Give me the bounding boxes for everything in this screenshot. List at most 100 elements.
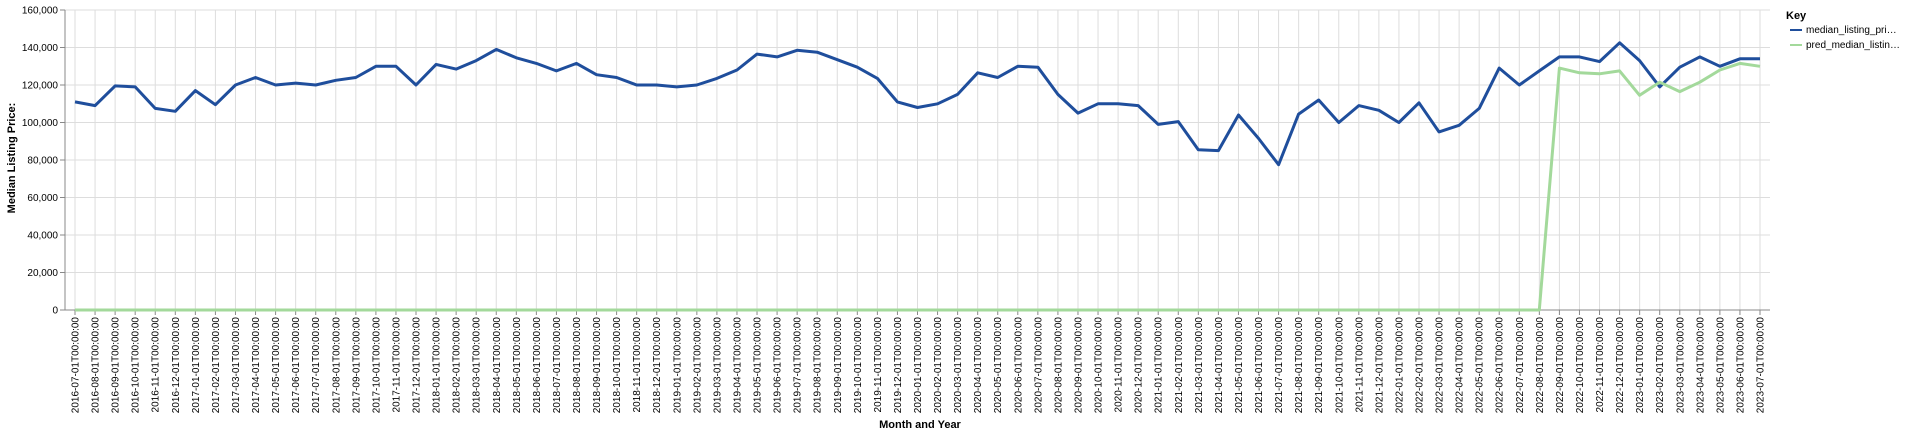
- x-tick-label: 2021-08-01T00:00:00: [1294, 317, 1305, 414]
- x-tick-label: 2018-07-01T00:00:00: [552, 317, 563, 414]
- x-tick-label: 2022-08-01T00:00:00: [1535, 317, 1546, 414]
- x-tick-label: 2021-02-01T00:00:00: [1174, 317, 1185, 414]
- x-tick-label: 2022-09-01T00:00:00: [1555, 317, 1566, 414]
- x-tick-label: 2021-07-01T00:00:00: [1274, 317, 1285, 414]
- x-axis: 2016-07-01T00:00:00 2016-08-01T00:00:00 20…: [65, 309, 1770, 414]
- x-tick-label: 2023-06-01T00:00:00: [1735, 317, 1746, 414]
- x-tick-label: 2019-03-01T00:00:00: [712, 317, 723, 414]
- x-tick-label: 2017-08-01T00:00:00: [331, 317, 342, 414]
- x-tick-label: 2018-09-01T00:00:00: [592, 317, 603, 414]
- x-tick-label: 2022-03-01T00:00:00: [1435, 317, 1446, 414]
- x-tick-label: 2022-06-01T00:00:00: [1495, 317, 1506, 414]
- x-tick-label: 2018-01-01T00:00:00: [432, 317, 443, 414]
- gridlines: [65, 9, 1770, 311]
- x-tick-label: 2019-09-01T00:00:00: [833, 317, 844, 414]
- x-tick-label: 2023-02-01T00:00:00: [1655, 317, 1666, 414]
- x-tick-label: 2018-11-01T00:00:00: [632, 317, 643, 413]
- x-tick-label: 2020-06-01T00:00:00: [1013, 317, 1024, 414]
- x-tick-label: 2017-12-01T00:00:00: [412, 317, 423, 414]
- x-tick-label: 2017-10-01T00:00:00: [371, 317, 382, 414]
- x-tick-label: 2019-10-01T00:00:00: [853, 317, 864, 414]
- x-tick-label: 2021-01-01T00:00:00: [1154, 317, 1165, 414]
- x-tick-label: 2022-12-01T00:00:00: [1615, 317, 1626, 414]
- y-tick-label: 120,000: [22, 81, 59, 92]
- x-tick-label: 2020-09-01T00:00:00: [1073, 317, 1084, 414]
- x-tick-label: 2017-02-01T00:00:00: [211, 317, 222, 414]
- x-tick-label: 2019-01-01T00:00:00: [672, 317, 683, 414]
- x-tick-label: 2018-02-01T00:00:00: [452, 317, 463, 414]
- x-tick-label: 2023-05-01T00:00:00: [1715, 317, 1726, 414]
- x-tick-label: 2019-11-01T00:00:00: [873, 317, 884, 413]
- x-tick-label: 2019-04-01T00:00:00: [732, 317, 743, 414]
- x-tick-label: 2016-08-01T00:00:00: [91, 317, 102, 414]
- x-tick-label: 2016-12-01T00:00:00: [171, 317, 182, 414]
- x-tick-label: 2022-02-01T00:00:00: [1414, 317, 1425, 414]
- legend-label-2: pred_median_listin…: [1806, 40, 1900, 51]
- x-tick-label: 2017-04-01T00:00:00: [251, 317, 262, 414]
- x-tick-label: 2022-01-01T00:00:00: [1394, 317, 1405, 414]
- legend-title: Key: [1786, 10, 1807, 22]
- legend-label-1: median_listing_pri…: [1806, 25, 1897, 36]
- y-tick-label: 40,000: [27, 231, 58, 242]
- x-tick-label: 2017-09-01T00:00:00: [351, 317, 362, 414]
- x-tick-label: 2017-01-01T00:00:00: [191, 317, 202, 414]
- x-tick-label: 2023-07-01T00:00:00: [1756, 317, 1767, 414]
- x-tick-label: 2019-05-01T00:00:00: [753, 317, 764, 414]
- x-tick-label: 2019-02-01T00:00:00: [692, 317, 703, 414]
- x-tick-label: 2020-01-01T00:00:00: [913, 317, 924, 414]
- x-tick-label: 2023-03-01T00:00:00: [1675, 317, 1686, 414]
- y-tick-label: 80,000: [27, 156, 58, 167]
- x-tick-label: 2017-07-01T00:00:00: [311, 317, 322, 414]
- x-tick-label: 2022-07-01T00:00:00: [1515, 317, 1526, 414]
- x-tick-label: 2020-08-01T00:00:00: [1053, 317, 1064, 414]
- x-tick-label: 2022-05-01T00:00:00: [1475, 317, 1486, 414]
- x-tick-label: 2020-07-01T00:00:00: [1033, 317, 1044, 414]
- x-tick-label: 2018-05-01T00:00:00: [512, 317, 523, 414]
- y-axis-title: Median Listing Price:: [6, 103, 18, 214]
- x-tick-label: 2022-11-01T00:00:00: [1595, 317, 1606, 413]
- x-tick-label: 2017-11-01T00:00:00: [391, 317, 402, 413]
- x-tick-label: 2017-03-01T00:00:00: [231, 317, 242, 414]
- y-tick-label: 0: [52, 306, 58, 317]
- x-tick-label: 2021-12-01T00:00:00: [1374, 317, 1385, 414]
- x-tick-label: 2019-08-01T00:00:00: [813, 317, 824, 414]
- x-tick-label: 2020-02-01T00:00:00: [933, 317, 944, 414]
- y-axis: 0 20,000 40,000 60,000 80,000 100,000 120,000 1…: [22, 6, 66, 317]
- x-tick-label: 2020-03-01T00:00:00: [953, 317, 964, 414]
- x-tick-label: 2019-06-01T00:00:00: [773, 317, 784, 414]
- x-tick-label: 2018-03-01T00:00:00: [472, 317, 483, 414]
- x-tick-label: 2021-11-01T00:00:00: [1354, 317, 1365, 413]
- x-tick-label: 2018-08-01T00:00:00: [572, 317, 583, 414]
- x-tick-label: 2017-06-01T00:00:00: [291, 317, 302, 414]
- x-tick-label: 2018-06-01T00:00:00: [532, 317, 543, 414]
- x-tick-label: 2021-06-01T00:00:00: [1254, 317, 1265, 414]
- x-tick-label: 2016-10-01T00:00:00: [131, 317, 142, 414]
- x-axis-title: Month and Year: [879, 419, 961, 431]
- x-tick-label: 2016-09-01T00:00:00: [111, 317, 122, 414]
- x-tick-label: 2021-05-01T00:00:00: [1234, 317, 1245, 414]
- x-tick-label: 2021-09-01T00:00:00: [1314, 317, 1325, 414]
- x-tick-label: 2020-11-01T00:00:00: [1114, 317, 1125, 413]
- legend: Key median_listing_pri… pred_median_listi…: [1786, 10, 1900, 51]
- x-tick-label: 2019-12-01T00:00:00: [893, 317, 904, 414]
- x-tick-label: 2020-05-01T00:00:00: [993, 317, 1004, 414]
- x-tick-label: 2018-12-01T00:00:00: [652, 317, 663, 414]
- x-tick-label: 2022-04-01T00:00:00: [1455, 317, 1466, 414]
- x-tick-label: 2016-07-01T00:00:00: [71, 317, 82, 414]
- series-lines: [74, 41, 1761, 312]
- x-tick-label: 2018-10-01T00:00:00: [612, 317, 623, 414]
- y-tick-label: 140,000: [22, 43, 59, 54]
- x-tick-label: 2018-04-01T00:00:00: [492, 317, 503, 414]
- x-tick-label: 2019-07-01T00:00:00: [793, 317, 804, 414]
- x-tick-label: 2021-03-01T00:00:00: [1194, 317, 1205, 414]
- series-line-1: [74, 41, 1760, 167]
- y-tick-label: 160,000: [22, 6, 59, 17]
- x-tick-label: 2023-04-01T00:00:00: [1695, 317, 1706, 414]
- y-tick-label: 20,000: [27, 268, 58, 279]
- y-tick-label: 60,000: [27, 193, 58, 204]
- x-tick-label: 2022-10-01T00:00:00: [1575, 317, 1586, 414]
- series-line-2: [75, 61, 1761, 312]
- x-tick-label: 2020-10-01T00:00:00: [1094, 317, 1105, 414]
- x-tick-label: 2020-04-01T00:00:00: [973, 317, 984, 414]
